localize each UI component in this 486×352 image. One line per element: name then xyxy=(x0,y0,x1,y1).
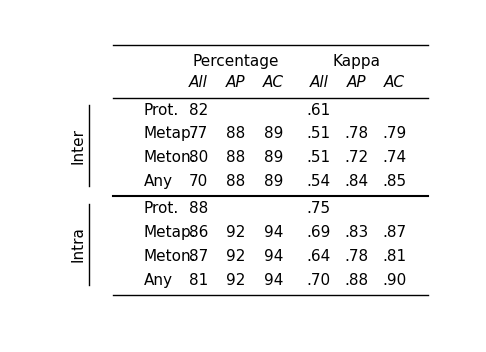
Text: .78: .78 xyxy=(345,249,368,264)
Text: 89: 89 xyxy=(264,174,283,189)
Text: AP: AP xyxy=(347,75,366,90)
Text: 94: 94 xyxy=(264,249,283,264)
Text: .69: .69 xyxy=(307,225,331,240)
Text: All: All xyxy=(189,75,208,90)
Text: .72: .72 xyxy=(345,150,368,165)
Text: .84: .84 xyxy=(345,174,368,189)
Text: .51: .51 xyxy=(307,126,331,142)
Text: 89: 89 xyxy=(264,126,283,142)
Text: 88: 88 xyxy=(189,201,208,216)
Text: .87: .87 xyxy=(382,225,406,240)
Text: .61: .61 xyxy=(307,102,331,118)
Text: Percentage: Percentage xyxy=(192,54,279,69)
Text: .90: .90 xyxy=(382,273,406,288)
Text: Any: Any xyxy=(144,174,173,189)
Text: .70: .70 xyxy=(307,273,331,288)
Text: 88: 88 xyxy=(226,150,245,165)
Text: 89: 89 xyxy=(264,150,283,165)
Text: .51: .51 xyxy=(307,150,331,165)
Text: Meton.: Meton. xyxy=(144,150,196,165)
Text: Prot.: Prot. xyxy=(144,201,179,216)
Text: .81: .81 xyxy=(382,249,406,264)
Text: 88: 88 xyxy=(226,126,245,142)
Text: 80: 80 xyxy=(189,150,208,165)
Text: 92: 92 xyxy=(226,225,245,240)
Text: Metap.: Metap. xyxy=(144,225,196,240)
Text: 81: 81 xyxy=(189,273,208,288)
Text: .83: .83 xyxy=(344,225,368,240)
Text: 87: 87 xyxy=(189,249,208,264)
Text: All: All xyxy=(309,75,328,90)
Text: .88: .88 xyxy=(345,273,368,288)
Text: AP: AP xyxy=(226,75,246,90)
Text: 92: 92 xyxy=(226,273,245,288)
Text: .64: .64 xyxy=(307,249,331,264)
Text: Kappa: Kappa xyxy=(332,54,381,69)
Text: Prot.: Prot. xyxy=(144,102,179,118)
Text: Inter: Inter xyxy=(70,128,85,164)
Text: 92: 92 xyxy=(226,249,245,264)
Text: AC: AC xyxy=(263,75,284,90)
Text: .78: .78 xyxy=(345,126,368,142)
Text: 77: 77 xyxy=(189,126,208,142)
Text: AC: AC xyxy=(383,75,404,90)
Text: .85: .85 xyxy=(382,174,406,189)
Text: 94: 94 xyxy=(264,273,283,288)
Text: .74: .74 xyxy=(382,150,406,165)
Text: .75: .75 xyxy=(307,201,331,216)
Text: 70: 70 xyxy=(189,174,208,189)
Text: Any: Any xyxy=(144,273,173,288)
Text: 82: 82 xyxy=(189,102,208,118)
Text: 86: 86 xyxy=(189,225,208,240)
Text: Metap.: Metap. xyxy=(144,126,196,142)
Text: .79: .79 xyxy=(382,126,406,142)
Text: Intra: Intra xyxy=(70,226,85,262)
Text: .54: .54 xyxy=(307,174,331,189)
Text: Meton.: Meton. xyxy=(144,249,196,264)
Text: 94: 94 xyxy=(264,225,283,240)
Text: 88: 88 xyxy=(226,174,245,189)
